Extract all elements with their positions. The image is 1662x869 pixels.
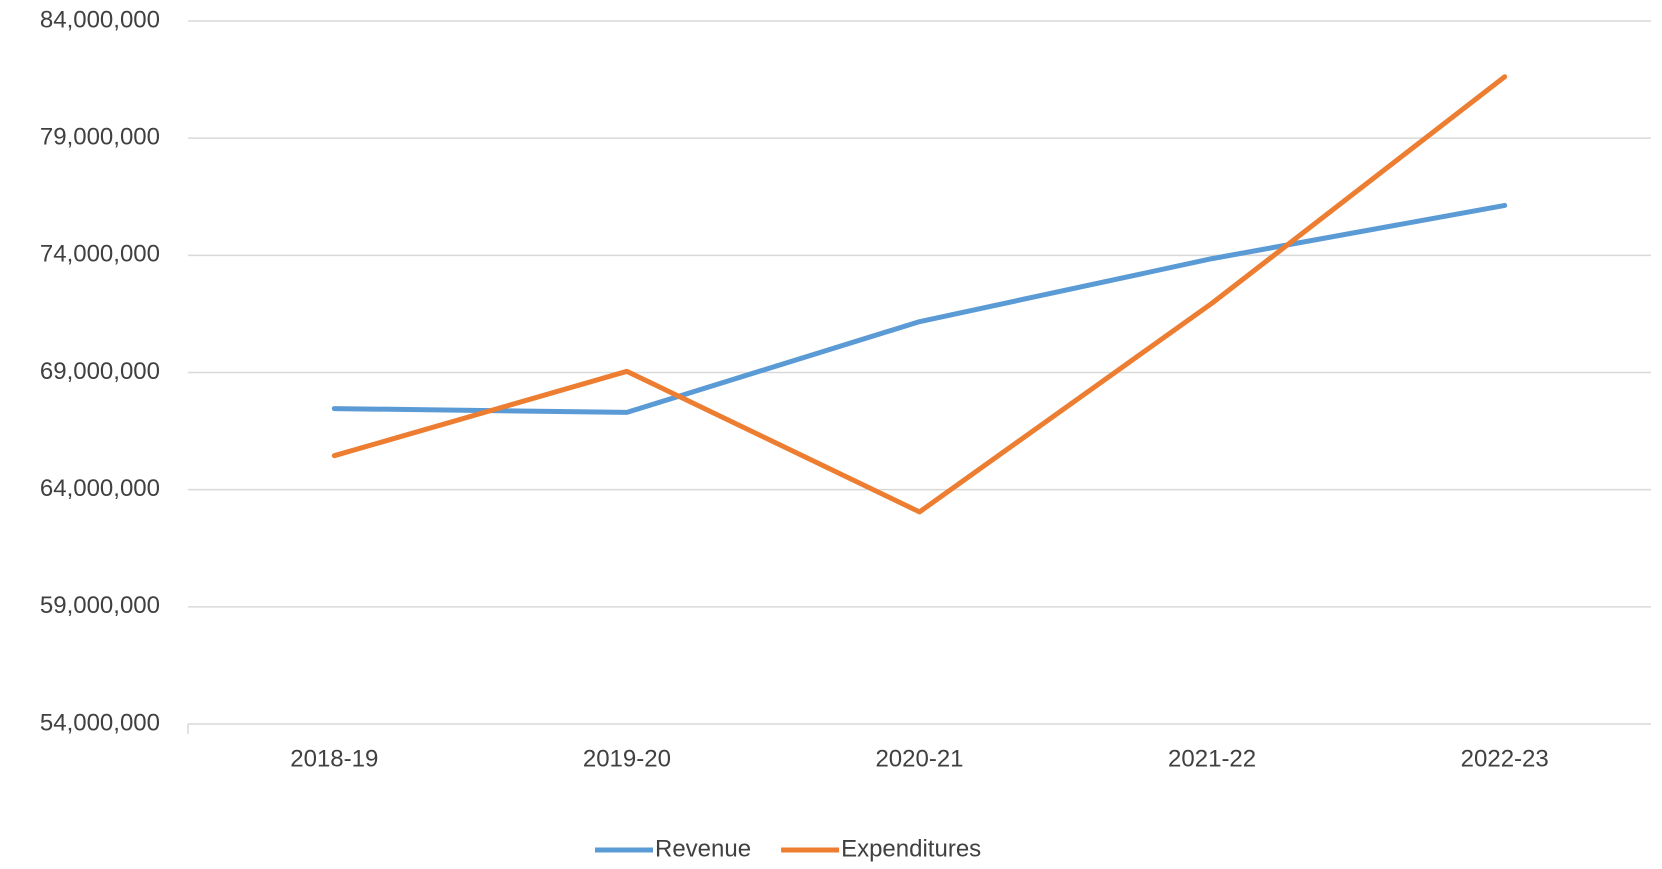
y-tick-label: 59,000,000 — [40, 592, 160, 619]
x-tick-label: 2021-22 — [1168, 745, 1256, 772]
x-tick-label: 2018-19 — [290, 745, 378, 772]
y-tick-label: 84,000,000 — [40, 6, 160, 33]
y-tick-label: 69,000,000 — [40, 358, 160, 385]
x-tick-label: 2020-21 — [875, 745, 963, 772]
legend-label: Revenue — [655, 835, 751, 862]
x-tick-label: 2022-23 — [1461, 745, 1549, 772]
line-series — [331, 202, 1508, 415]
y-tick-label: 54,000,000 — [40, 709, 160, 736]
y-tick-label: 79,000,000 — [40, 124, 160, 151]
line-series — [331, 74, 1508, 515]
x-tick-label: 2019-20 — [583, 745, 671, 772]
y-tick-label: 74,000,000 — [40, 241, 160, 268]
legend-label: Expenditures — [841, 835, 981, 862]
y-tick-label: 64,000,000 — [40, 475, 160, 502]
